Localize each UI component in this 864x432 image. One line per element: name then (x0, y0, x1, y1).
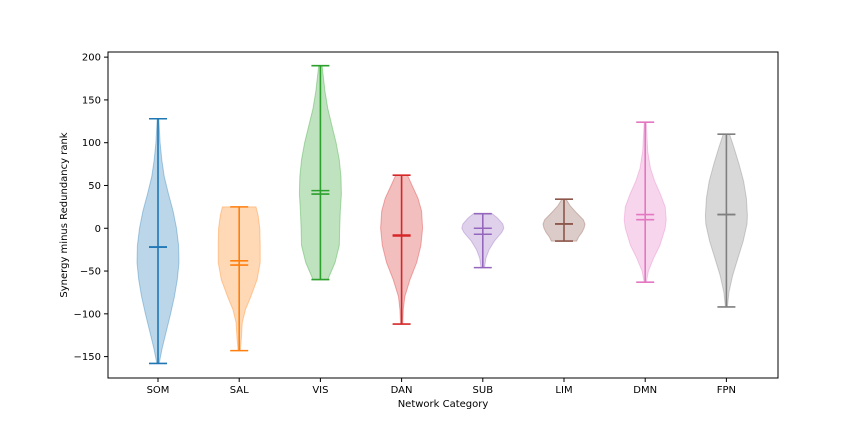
y-tick-label: −150 (74, 352, 101, 363)
x-tick-label-sal: SAL (230, 385, 249, 396)
violin-sub (461, 212, 505, 269)
y-tick-label: 200 (82, 53, 101, 64)
y-tick-label: 50 (88, 181, 101, 192)
violins-layer (136, 64, 748, 365)
x-axis: SOM SAL VIS DAN SUB LIM DMN FPN (147, 378, 736, 396)
x-tick-label-lim: LIM (555, 385, 572, 396)
x-tick-label-som: SOM (147, 385, 170, 396)
violin-fpn (704, 133, 748, 308)
x-tick-label-sub: SUB (473, 385, 494, 396)
violin-dan (380, 174, 424, 325)
x-tick-label-dan: DAN (391, 385, 413, 396)
y-tick-label: −100 (74, 309, 101, 320)
y-tick-label: 100 (82, 138, 101, 149)
violin-som (136, 117, 180, 365)
violin-lim (542, 198, 586, 242)
x-tick-label-vis: VIS (312, 385, 328, 396)
y-tick-label: 150 (82, 95, 101, 106)
y-axis: −150 −100 −50 0 50 100 150 200 (74, 53, 108, 363)
plot-area-frame (107, 51, 779, 379)
y-tick-label: −50 (80, 267, 101, 278)
x-axis-label: Network Category (398, 399, 489, 410)
x-tick-label-fpn: FPN (717, 385, 736, 396)
y-axis-label: Synergy minus Redundancy rank (59, 132, 70, 297)
violin-dmn (623, 121, 667, 283)
x-tick-label-dmn: DMN (633, 385, 657, 396)
violin-vis (298, 64, 342, 281)
y-tick-label: 0 (95, 224, 101, 235)
violin-sal (217, 206, 261, 352)
